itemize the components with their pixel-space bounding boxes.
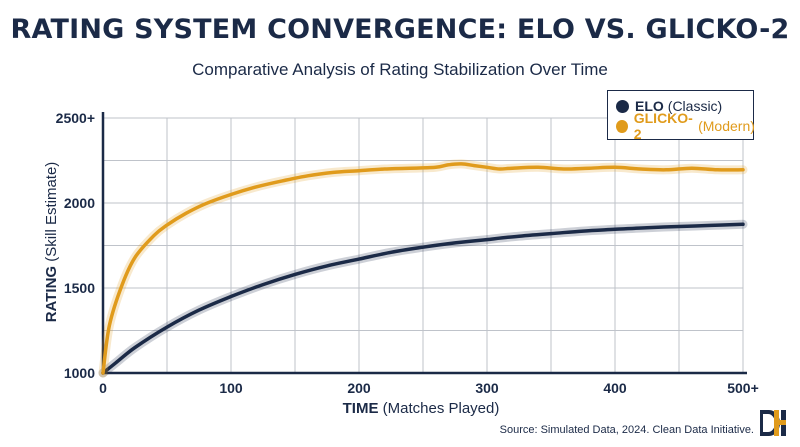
grid-lines <box>103 117 744 373</box>
plot-frame <box>101 112 747 375</box>
series-line-elo <box>101 222 745 375</box>
y-axis-label-bold: RATING <box>43 266 60 322</box>
tick-labels: 0 100 200 300 400 500+ 1000 1500 2000 2500+ <box>56 110 759 396</box>
y-axis-label-rest: (Skill Estimate) <box>43 162 60 262</box>
y-tick-label: 1500 <box>64 280 95 296</box>
legend-item-elo: ELO (Classic) <box>616 96 722 116</box>
legend-item-glicko: GLICKO-2 (Modern) <box>616 110 755 142</box>
source-note: Source: Simulated Data, 2024. Clean Data… <box>499 424 754 436</box>
legend-qualifier-elo: (Classic) <box>667 98 723 114</box>
chart-subtitle: Comparative Analysis of Rating Stabiliza… <box>192 60 608 79</box>
chart-title: RATING SYSTEM CONVERGENCE: ELO VS. GLICK… <box>10 14 790 45</box>
legend-qualifier-glicko: (Modern) <box>698 118 755 134</box>
x-axis-label-bold: TIME <box>343 400 379 417</box>
x-axis-label-rest: (Matches Played) <box>383 400 500 417</box>
y-tick-label: 2000 <box>64 195 95 211</box>
x-tick-label: 400 <box>603 380 627 396</box>
y-axis-label: RATING (Skill Estimate) <box>43 162 60 323</box>
x-tick-label: 0 <box>99 380 107 396</box>
legend-marker-elo <box>616 99 629 113</box>
y-tick-label: 1000 <box>64 365 95 381</box>
chart-legend: ELO (Classic) GLICKO-2 (Modern) <box>607 90 755 142</box>
brand-logo-icon <box>760 410 786 436</box>
x-tick-label: 500+ <box>727 380 759 396</box>
x-tick-label: 200 <box>347 380 371 396</box>
x-tick-label: 300 <box>475 380 499 396</box>
x-tick-label: 100 <box>219 380 243 396</box>
legend-marker-glicko <box>616 119 628 133</box>
series-layer <box>98 159 748 378</box>
series-line-glicko-2 <box>101 162 745 375</box>
legend-label-glicko: GLICKO-2 <box>633 110 693 142</box>
x-axis-label: TIME (Matches Played) <box>343 400 500 417</box>
y-tick-label: 2500+ <box>56 110 95 126</box>
legend-label-elo: ELO <box>635 98 664 114</box>
